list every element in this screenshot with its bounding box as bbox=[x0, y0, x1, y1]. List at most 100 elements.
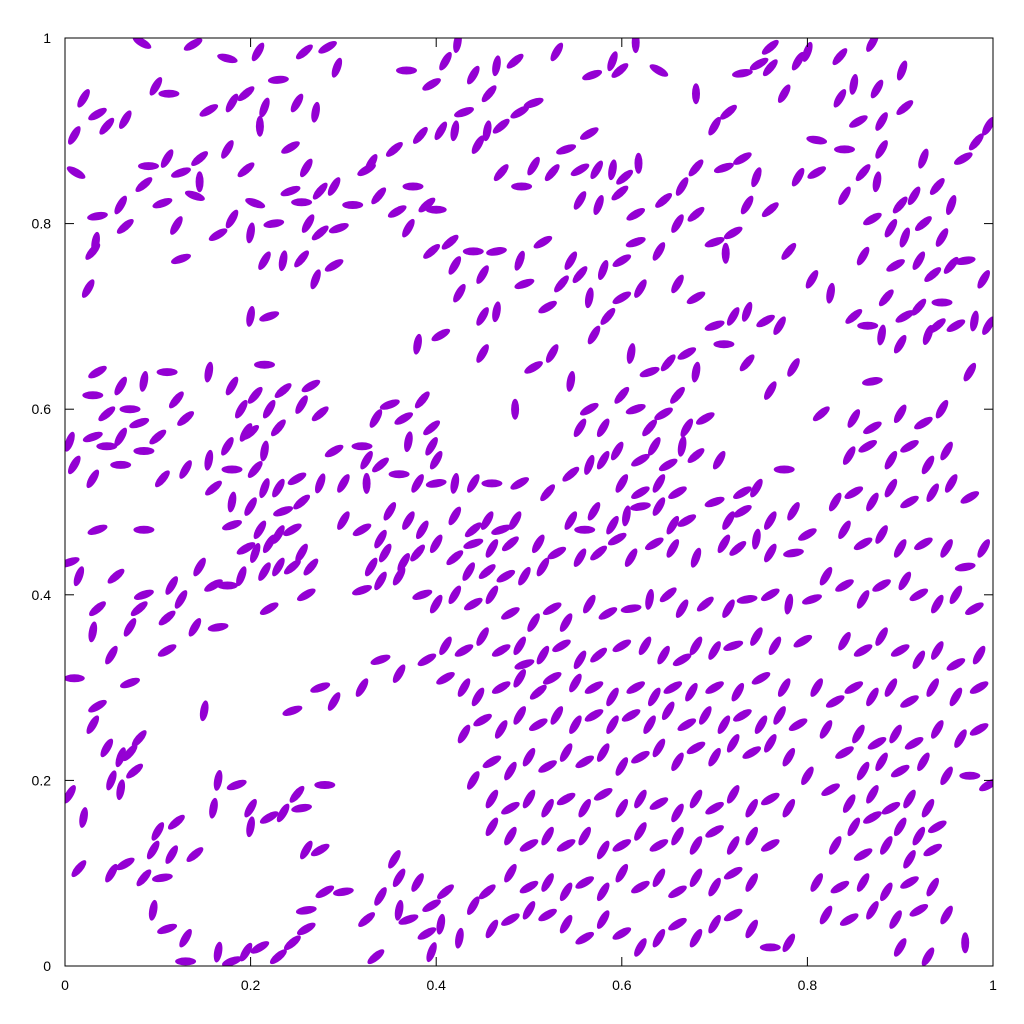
particle-267 bbox=[68, 455, 81, 475]
particle-666 bbox=[652, 928, 666, 948]
particle-416 bbox=[658, 458, 678, 472]
particle-26 bbox=[191, 151, 209, 167]
particle-632 bbox=[903, 789, 916, 809]
particle-489 bbox=[364, 557, 378, 577]
particle-574 bbox=[940, 539, 953, 558]
particle-143 bbox=[671, 214, 684, 233]
particle-204 bbox=[514, 278, 535, 290]
particle-694 bbox=[689, 836, 703, 855]
particle-610 bbox=[969, 681, 989, 694]
particle-1 bbox=[183, 38, 203, 51]
particle-62 bbox=[246, 306, 255, 327]
particle-599 bbox=[890, 644, 910, 657]
particle-356 bbox=[115, 857, 135, 871]
particle-403 bbox=[388, 470, 410, 479]
particle-644 bbox=[810, 873, 823, 892]
particle-404 bbox=[411, 474, 424, 493]
particle-433 bbox=[695, 412, 715, 425]
particle-723 bbox=[467, 771, 480, 790]
x-tick-label-5: 1 bbox=[989, 977, 997, 993]
particle-466 bbox=[783, 548, 804, 558]
particle-435 bbox=[615, 474, 629, 493]
particle-243 bbox=[254, 360, 275, 369]
particle-655 bbox=[940, 905, 953, 925]
particle-213 bbox=[704, 320, 725, 331]
particle-645 bbox=[830, 880, 850, 894]
particle-238 bbox=[139, 371, 149, 392]
particle-517 bbox=[392, 664, 406, 684]
particle-481 bbox=[518, 566, 531, 586]
particle-253 bbox=[235, 399, 248, 419]
particle-126 bbox=[875, 140, 888, 159]
particle-91 bbox=[396, 66, 417, 75]
particle-699 bbox=[596, 840, 610, 860]
particle-30 bbox=[255, 115, 264, 137]
particle-362 bbox=[175, 957, 197, 966]
particle-543 bbox=[513, 668, 526, 688]
particle-247 bbox=[82, 391, 104, 400]
particle-329 bbox=[115, 747, 126, 768]
particle-568 bbox=[965, 602, 984, 615]
particle-389 bbox=[337, 474, 350, 493]
particle-192 bbox=[486, 247, 507, 256]
particle-155 bbox=[892, 196, 908, 214]
y-tick-label-1: 0.2 bbox=[32, 772, 52, 788]
particle-69 bbox=[402, 218, 415, 238]
particle-102 bbox=[611, 63, 629, 78]
particle-422 bbox=[773, 465, 795, 474]
particle-374 bbox=[367, 949, 385, 965]
particle-368 bbox=[283, 935, 301, 951]
particle-407 bbox=[467, 474, 480, 493]
particle-282 bbox=[293, 494, 311, 510]
particle-275 bbox=[272, 478, 285, 498]
particle-175 bbox=[878, 289, 894, 307]
particle-111 bbox=[762, 59, 778, 77]
particle-61 bbox=[81, 279, 95, 298]
particle-244 bbox=[274, 383, 292, 399]
particle-51 bbox=[246, 222, 255, 244]
particle-549 bbox=[626, 681, 646, 694]
particle-584 bbox=[960, 491, 980, 504]
particle-172 bbox=[826, 282, 835, 304]
particle-757 bbox=[754, 715, 768, 735]
particle-759 bbox=[788, 718, 808, 731]
particle-202 bbox=[476, 307, 489, 326]
particle-387 bbox=[467, 896, 480, 916]
particle-196 bbox=[572, 266, 588, 284]
particle-222 bbox=[545, 344, 559, 363]
particle-634 bbox=[847, 817, 861, 837]
particle-283 bbox=[315, 473, 326, 494]
particle-460 bbox=[666, 539, 680, 558]
particle-504 bbox=[559, 613, 573, 632]
x-tick-label-3: 0.6 bbox=[612, 977, 632, 993]
particle-607 bbox=[900, 695, 919, 708]
particle-719 bbox=[541, 798, 554, 818]
particle-612 bbox=[867, 737, 887, 750]
particle-336 bbox=[79, 807, 88, 828]
particle-300 bbox=[236, 566, 247, 587]
particle-46 bbox=[114, 195, 127, 215]
particle-256 bbox=[311, 406, 329, 422]
particle-420 bbox=[733, 486, 752, 499]
y-tick-label-5: 1 bbox=[43, 30, 51, 46]
particle-264 bbox=[242, 424, 260, 440]
particle-738 bbox=[742, 746, 762, 759]
particle-439 bbox=[704, 496, 725, 508]
particle-301 bbox=[258, 562, 271, 581]
particle-750 bbox=[621, 709, 641, 722]
particle-97 bbox=[492, 55, 501, 77]
particle-98 bbox=[506, 53, 524, 69]
particle-399 bbox=[404, 431, 413, 453]
particle-251 bbox=[168, 391, 184, 409]
particle-166 bbox=[856, 246, 870, 266]
particle-81 bbox=[493, 164, 509, 182]
particle-40 bbox=[170, 216, 183, 235]
particle-140 bbox=[733, 152, 752, 165]
particle-173 bbox=[845, 308, 863, 324]
particle-585 bbox=[842, 446, 856, 465]
particle-376 bbox=[394, 899, 404, 921]
particle-64 bbox=[364, 153, 378, 173]
particle-49 bbox=[85, 242, 101, 260]
particle-681 bbox=[652, 868, 666, 888]
particle-63 bbox=[259, 311, 280, 322]
